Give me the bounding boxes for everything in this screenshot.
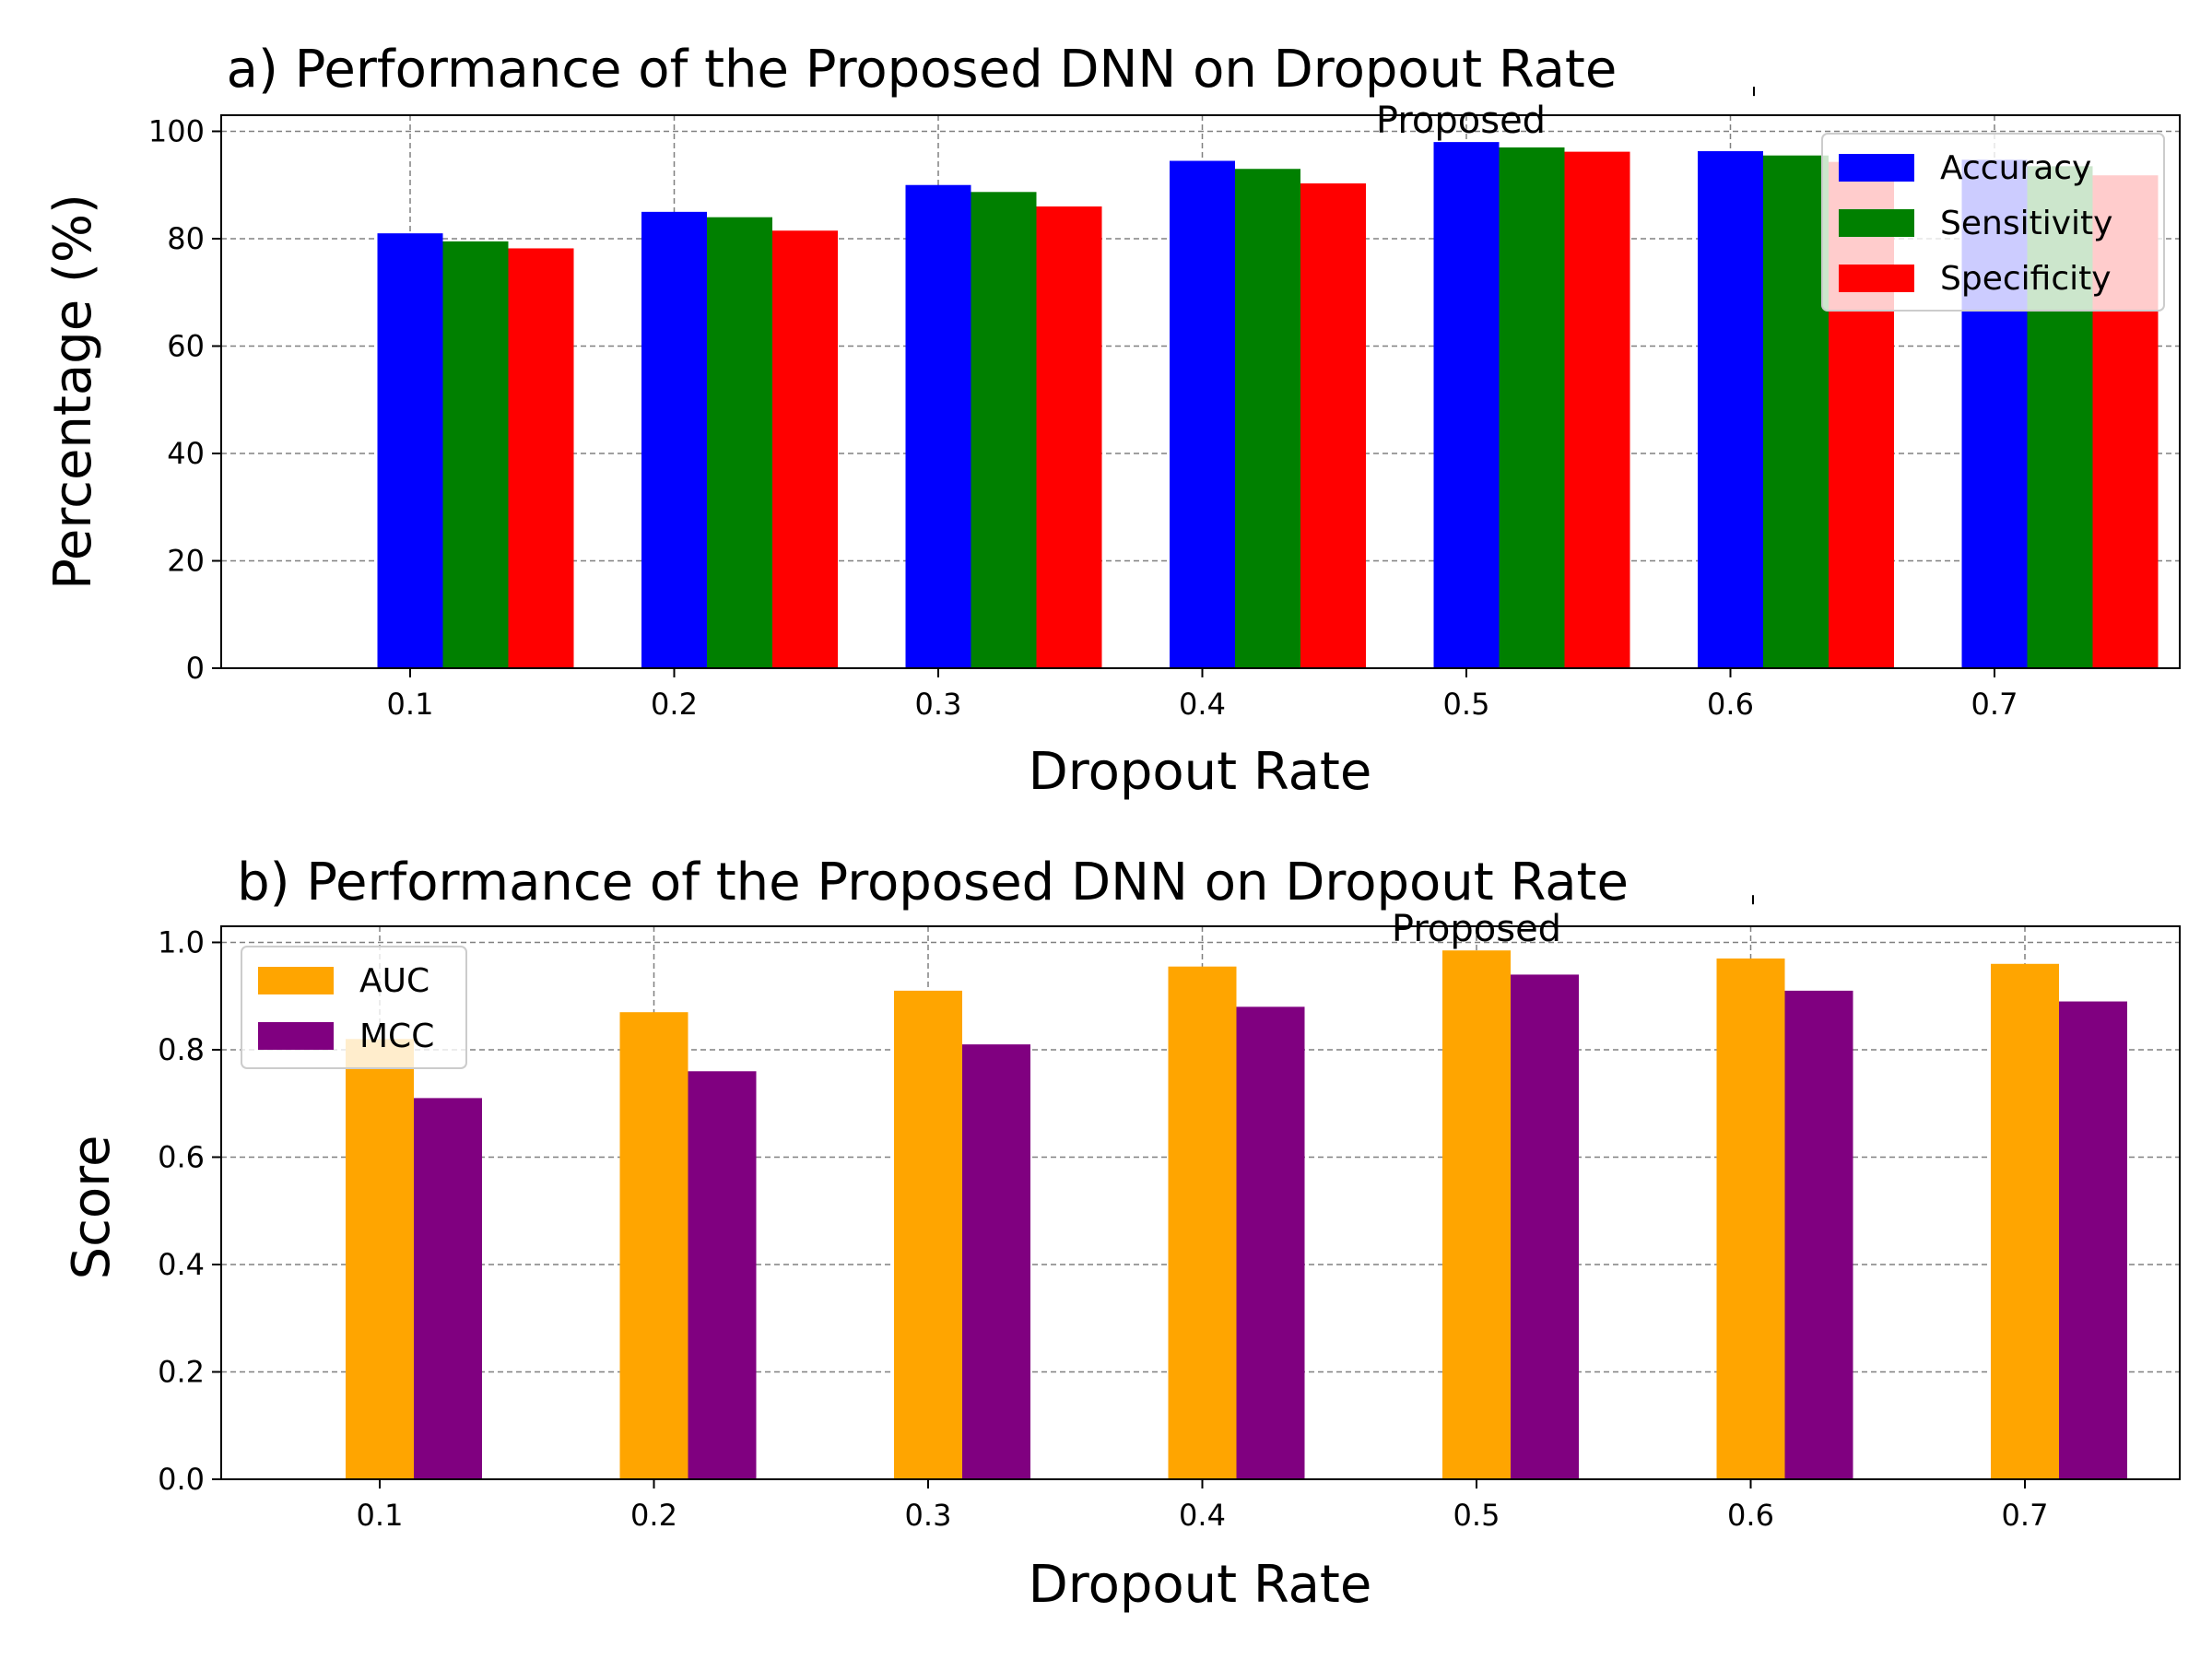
- chart-b-y-tick-label: 0.0: [158, 1462, 205, 1497]
- chart-a-legend-label: Specificity: [1940, 260, 2112, 298]
- chart-a-bar-accuracy: [1170, 160, 1235, 669]
- chart-a-x-tick-label: 0.6: [1707, 687, 1754, 722]
- chart-a-bar-accuracy: [377, 233, 443, 668]
- chart-b-x-tick-label: 0.1: [357, 1498, 404, 1533]
- chart-b-bar-mcc: [688, 1071, 757, 1479]
- chart-b-x-tick-label: 0.6: [1727, 1498, 1774, 1533]
- chart-a-y-tick-label: 0: [186, 651, 205, 686]
- chart-a-bar-specificity: [1036, 206, 1102, 669]
- chart-b-bar-auc: [894, 990, 962, 1479]
- chart-b-x-tick-label: 0.2: [630, 1498, 677, 1533]
- chart-a-bar-specificity: [1564, 151, 1630, 669]
- chart-a-bar-specificity: [772, 230, 838, 668]
- chart-a-bar-sensitivity: [1235, 169, 1300, 668]
- chart-b-bar-mcc: [414, 1098, 482, 1479]
- chart-b-bar-mcc: [1784, 990, 1853, 1479]
- chart-a-bar-accuracy: [641, 211, 707, 668]
- chart-a-y-tick-label: 60: [167, 328, 205, 363]
- chart-a-y-tick-label: 100: [148, 113, 205, 148]
- chart-a-x-tick-label: 0.2: [651, 687, 698, 722]
- chart-b-x-tick-label: 0.7: [2002, 1498, 2049, 1533]
- chart-a-x-axis-label: Dropout Rate: [1029, 742, 1372, 802]
- chart-b-annotation: Proposed: [1392, 908, 1561, 950]
- chart-a-y-tick-label: 20: [167, 543, 205, 578]
- chart-b-frame: [220, 925, 2181, 1480]
- chart-b-legend-label: MCC: [359, 1018, 434, 1055]
- chart-b-x-axis-label: Dropout Rate: [1029, 1555, 1372, 1615]
- chart-a-bar-sensitivity: [1763, 155, 1829, 668]
- chart-a-legend-swatch: [1839, 265, 1914, 292]
- chart-a-bar-specificity: [508, 248, 574, 668]
- chart-a-y-axis-label: Percentage (%): [43, 194, 103, 590]
- chart-b-y-tick-label: 1.0: [158, 924, 205, 959]
- chart-b-x-tick-label: 0.4: [1179, 1498, 1226, 1533]
- chart-a-y-tick-label: 80: [167, 221, 205, 256]
- chart-b-y-tick-label: 0.6: [158, 1139, 205, 1174]
- chart-b-x-tick-label: 0.3: [905, 1498, 952, 1533]
- chart-b-y-axis-label: Score: [62, 1135, 122, 1280]
- chart-a-title: a) Performance of the Proposed DNN on Dr…: [227, 40, 1618, 100]
- chart-b-y-tick-label: 0.8: [158, 1032, 205, 1067]
- chart-a-bar-sensitivity: [707, 217, 772, 668]
- chart-a-bar-accuracy: [1433, 142, 1500, 668]
- chart-a-x-tick-label: 0.7: [1971, 687, 2018, 722]
- chart-a-legend-swatch: [1839, 154, 1914, 182]
- chart-b-bar-auc: [1168, 966, 1237, 1479]
- chart-b-bar-auc: [619, 1012, 688, 1479]
- chart-b-bar-mcc: [1236, 1006, 1305, 1479]
- chart-b-y-tick-label: 0.4: [158, 1247, 205, 1282]
- chart-a-bar-accuracy: [905, 184, 971, 668]
- chart-b-bar-auc: [1716, 958, 1785, 1479]
- chart-a-frame: [220, 114, 2181, 669]
- chart-a-bar-sensitivity: [442, 241, 509, 668]
- chart-b: b) Performance of the Proposed DNN on Dr…: [62, 853, 2181, 1615]
- chart-b-legend-swatch: [258, 967, 334, 994]
- chart-b-y-tick-label: 0.2: [158, 1354, 205, 1389]
- chart-a-bar-sensitivity: [971, 192, 1037, 668]
- chart-a-y-tick-label: 40: [167, 436, 205, 471]
- chart-b-x-tick-label: 0.5: [1453, 1498, 1500, 1533]
- chart-a-bars: [377, 142, 2159, 669]
- chart-a-bar-specificity: [1300, 182, 1366, 668]
- chart-a-y-ticks: 0 20 40 60 80 100: [148, 113, 221, 686]
- chart-a-annotation: Proposed: [1376, 100, 1546, 142]
- chart-a-bar-accuracy: [1698, 151, 1763, 669]
- chart-a-x-tick-label: 0.4: [1179, 687, 1226, 722]
- chart-a: a) Performance of the Proposed DNN on Dr…: [43, 40, 2181, 802]
- chart-a-bar-sensitivity: [1499, 147, 1565, 668]
- chart-b-bar-mcc: [2059, 1001, 2127, 1479]
- chart-a-x-tick-label: 0.1: [387, 687, 434, 722]
- chart-a-x-ticks: 0.1 0.2 0.3 0.4 0.5 0.6 0.7: [387, 668, 2018, 722]
- chart-b-bar-auc: [1442, 950, 1511, 1479]
- chart-b-bar-mcc: [962, 1044, 1030, 1479]
- chart-b-legend-swatch: [258, 1022, 334, 1050]
- chart-a-legend-swatch: [1839, 209, 1914, 237]
- chart-b-bar-auc: [1991, 963, 2059, 1479]
- chart-b-title: b) Performance of the Proposed DNN on Dr…: [237, 853, 1629, 912]
- chart-a-legend-label: Accuracy: [1940, 149, 2091, 187]
- chart-b-x-ticks: 0.1 0.2 0.3 0.4 0.5 0.6 0.7: [357, 1479, 2049, 1533]
- chart-b-bar-auc: [346, 1039, 414, 1479]
- chart-a-legend-label: Sensitivity: [1940, 205, 2112, 242]
- chart-a-x-tick-label: 0.3: [915, 687, 962, 722]
- chart-b-legend-label: AUC: [359, 962, 429, 1000]
- chart-b-bars: [346, 950, 2127, 1479]
- chart-a-x-tick-label: 0.5: [1443, 687, 1490, 722]
- chart-b-y-ticks: 0.0 0.2 0.4 0.6 0.8 1.0: [158, 924, 221, 1497]
- chart-b-legend: AUC MCC: [241, 895, 1754, 1069]
- chart-b-bar-mcc: [1511, 974, 1579, 1479]
- chart-a-legend: Accuracy Sensitivity Specificity: [1753, 87, 2165, 312]
